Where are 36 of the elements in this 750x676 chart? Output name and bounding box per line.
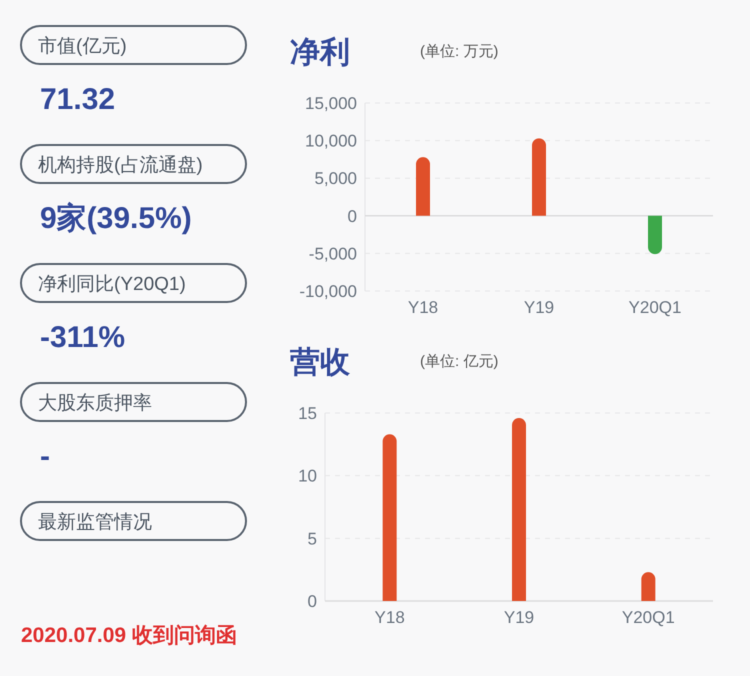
- x-tick-label: Y20Q1: [622, 608, 675, 627]
- x-tick-label: Y18: [374, 608, 405, 627]
- y-tick-label: 5: [308, 529, 317, 548]
- bar: [512, 418, 526, 601]
- bar: [416, 157, 430, 216]
- y-tick-label: 5,000: [314, 169, 357, 188]
- text: 大股东质押率: [38, 392, 152, 414]
- bar: [532, 138, 546, 216]
- y-tick-label: 15,000: [305, 94, 357, 113]
- text: -: [40, 440, 50, 473]
- text: 9家(39.5%): [40, 201, 192, 235]
- y-tick-label: 10,000: [305, 132, 357, 151]
- text: 71.32: [40, 83, 116, 116]
- chart-subtitle: (单位: 亿元): [420, 353, 498, 370]
- y-tick-label: 0: [308, 592, 317, 611]
- text: 2020.07.09 收到问询函: [21, 624, 237, 647]
- bar: [648, 216, 662, 254]
- text: 市值(亿元): [38, 35, 127, 57]
- y-tick-label: 10: [298, 466, 317, 486]
- chart-subtitle: (单位: 万元): [420, 43, 498, 60]
- bar: [382, 434, 397, 601]
- y-tick-label: 15: [298, 404, 317, 423]
- chart-title: 营收: [290, 346, 351, 379]
- x-tick-label: Y19: [504, 608, 534, 627]
- text: 最新监管情况: [38, 511, 152, 533]
- x-tick-label: Y20Q1: [628, 298, 682, 317]
- chart-title: 净利: [290, 36, 350, 69]
- text: -311%: [40, 321, 126, 354]
- y-tick-label: -10,000: [299, 282, 357, 301]
- x-tick-label: Y18: [408, 298, 438, 317]
- y-tick-label: 0: [348, 206, 357, 226]
- x-tick-label: Y19: [524, 298, 554, 317]
- text: 机构持股(占流通盘): [38, 154, 203, 176]
- y-tick-label: -5,000: [308, 244, 357, 264]
- text: 净利同比(Y20Q1): [38, 274, 186, 295]
- bar: [641, 572, 656, 601]
